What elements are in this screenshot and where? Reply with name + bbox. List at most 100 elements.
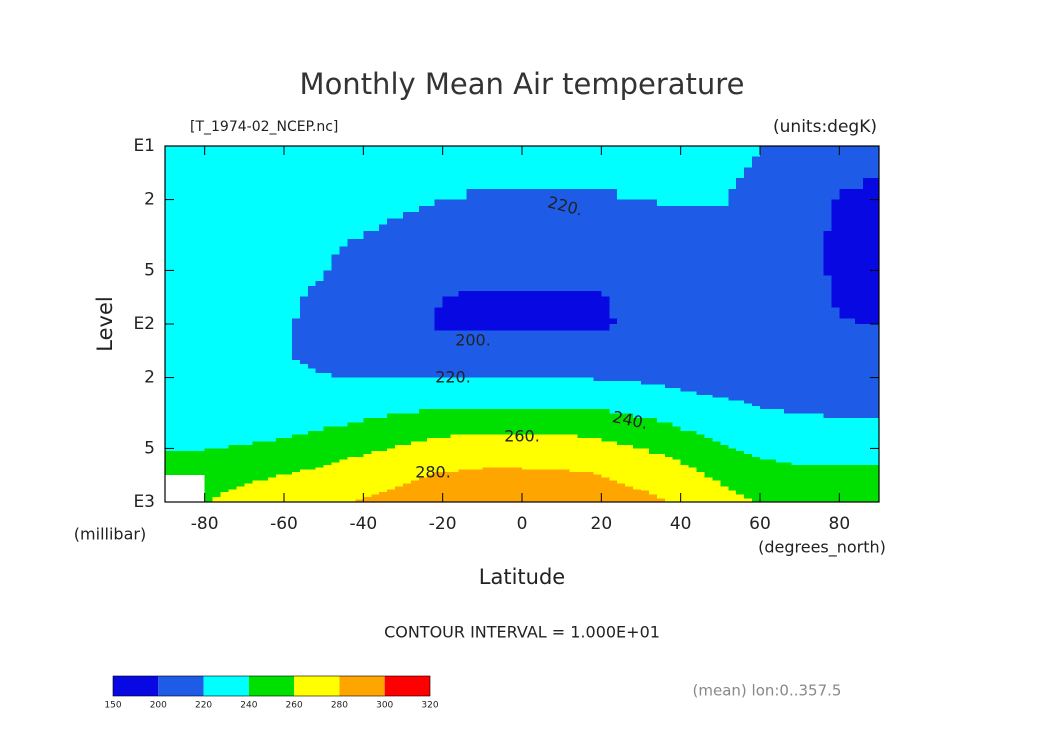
contour-cell <box>871 377 880 382</box>
contour-cell <box>498 434 507 439</box>
contour-cell <box>775 441 785 446</box>
contour-cell <box>823 364 832 370</box>
contour-cell <box>522 403 531 407</box>
contour-cell <box>656 408 666 414</box>
contour-cell <box>863 330 872 338</box>
contour-cell <box>418 373 428 379</box>
contour-cell <box>561 394 571 399</box>
contour-cell <box>696 238 706 248</box>
contour-cell <box>545 381 555 386</box>
contour-cell <box>815 262 825 272</box>
contour-cell <box>522 291 531 298</box>
contour-cell <box>736 275 745 282</box>
contour-cell <box>315 391 325 396</box>
contour-cell <box>799 391 809 396</box>
contour-cell <box>641 199 650 207</box>
contour-cell <box>490 336 499 344</box>
contour-cell <box>276 238 285 248</box>
contour-cell <box>204 188 214 201</box>
contour-cell <box>506 426 515 432</box>
contour-cell <box>569 434 579 439</box>
contour-cell <box>791 381 801 386</box>
contour-cell <box>783 391 793 396</box>
contour-cell <box>688 230 698 240</box>
contour-cell <box>395 408 404 414</box>
contour-cell <box>537 391 547 396</box>
contour-cell <box>767 230 777 240</box>
contour-cell <box>847 349 856 356</box>
contour-cell <box>855 434 864 439</box>
contour-cell <box>260 434 269 439</box>
contour-cell <box>466 426 475 432</box>
contour-cell <box>410 270 420 277</box>
contour-cell <box>490 218 499 226</box>
contour-cell <box>641 312 650 320</box>
contour-cell <box>633 403 642 407</box>
contour-cell <box>299 377 309 382</box>
contour-cell <box>696 403 706 407</box>
contour-cell <box>180 270 190 277</box>
contour-cell <box>284 199 293 207</box>
contour-cell <box>736 384 745 389</box>
contour-cell <box>339 422 349 428</box>
contour-cell <box>482 167 491 179</box>
contour-cell <box>704 199 713 207</box>
contour-cell <box>617 384 626 389</box>
contour-cell <box>355 391 364 396</box>
contour-cell <box>783 312 793 320</box>
contour-cell <box>537 146 547 158</box>
contour-cell <box>633 384 642 389</box>
contour-cell <box>363 330 372 338</box>
contour-cell <box>291 286 301 292</box>
contour-cell <box>276 400 285 404</box>
contour-cell <box>871 355 880 361</box>
contour-cell <box>165 178 174 190</box>
contour-cell <box>553 324 563 331</box>
contour-cell <box>514 377 523 382</box>
contour-cell <box>688 377 698 382</box>
contour-cell <box>236 262 245 272</box>
contour-cell <box>331 230 341 240</box>
contour-cell <box>791 400 801 404</box>
contour-cell <box>276 230 285 240</box>
contour-cell <box>506 188 515 201</box>
contour-cell <box>760 156 769 169</box>
contour-cell <box>331 394 341 399</box>
contour-cell <box>418 324 428 331</box>
contour-cell <box>783 336 793 344</box>
contour-cell <box>284 307 293 314</box>
contour-cell <box>601 391 610 396</box>
contour-cell <box>601 275 610 282</box>
contour-cell <box>855 296 864 303</box>
contour-cell <box>593 318 602 325</box>
contour-cell <box>863 146 872 158</box>
contour-cell <box>363 188 372 201</box>
contour-cell <box>672 359 682 365</box>
contour-cell <box>601 355 610 361</box>
contour-cell <box>204 438 214 443</box>
contour-cell <box>775 381 785 386</box>
contour-cell <box>387 330 396 338</box>
contour-cell <box>577 434 587 439</box>
contour-cell <box>276 359 285 365</box>
contour-cell <box>236 384 245 389</box>
contour-cell <box>696 270 706 277</box>
contour-cell <box>252 349 261 356</box>
contour-cell <box>165 286 174 292</box>
contour-cell <box>791 156 801 169</box>
contour-cell <box>664 387 674 392</box>
contour-cell <box>450 275 460 282</box>
contour-cell <box>506 441 515 446</box>
contour-cell <box>244 275 253 282</box>
contour-cell <box>331 275 341 282</box>
contour-cell <box>466 301 475 309</box>
contour-cell <box>220 296 230 303</box>
contour-cell <box>196 336 206 344</box>
contour-cell <box>688 422 698 428</box>
contour-cell <box>775 438 785 443</box>
contour-cell <box>672 296 682 303</box>
contour-cell <box>434 441 444 446</box>
contour-cell <box>855 417 864 423</box>
contour-cell <box>625 426 634 432</box>
contour-cell <box>196 391 206 396</box>
